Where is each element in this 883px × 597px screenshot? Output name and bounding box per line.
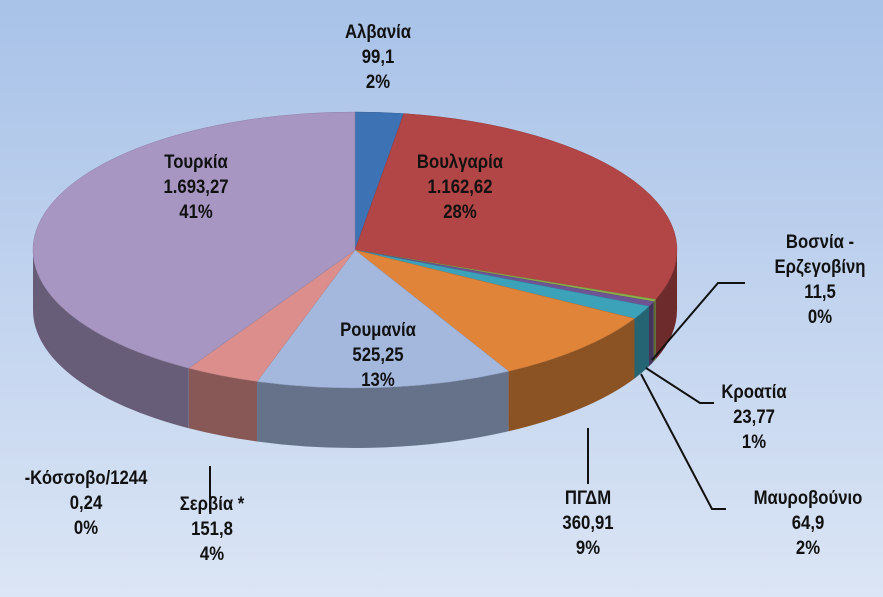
data-label: Τουρκία 1.693,27 41%	[163, 150, 228, 225]
category-label: -Κόσσοβο/1244	[24, 468, 148, 489]
slice	[354, 249, 636, 432]
percent-label: 41%	[179, 202, 213, 223]
leader-line	[640, 373, 726, 510]
percent-label: 9%	[575, 538, 601, 559]
slice	[354, 113, 678, 360]
data-label: Κροατία 23,77 1%	[721, 380, 786, 455]
value-label: 0,24	[69, 493, 103, 514]
slice	[32, 111, 356, 429]
value-label: 360,91	[562, 513, 614, 534]
slice-top	[256, 249, 510, 389]
leader-line	[645, 367, 714, 404]
leader-line	[651, 282, 745, 361]
slice	[256, 249, 510, 448]
slice-top	[32, 111, 356, 369]
slice	[188, 249, 356, 442]
value-label: 1.693,27	[163, 177, 229, 198]
slice	[354, 249, 650, 379]
value-label: 99,1	[361, 47, 395, 68]
slice-side	[508, 318, 635, 432]
category-label: Βουλγαρία	[416, 152, 504, 173]
slice-top	[354, 249, 636, 372]
data-label: Ρουμανία 525,25 13%	[340, 318, 416, 393]
slice-side	[653, 299, 656, 362]
data-label: Βοσνία - Ερζεγοβίνη 11,5 0%	[758, 230, 881, 330]
percent-label: 28%	[443, 202, 477, 223]
data-label: -Κόσσοβο/1244 0,24 0%	[25, 466, 148, 541]
category-label: Ρουμανία	[340, 320, 416, 341]
slice-side	[257, 371, 509, 448]
percent-label: 0%	[73, 518, 99, 539]
percent-label: 4%	[199, 544, 225, 565]
category-label: ΠΓΔΜ	[564, 488, 612, 509]
value-label: 64,9	[791, 513, 825, 534]
percent-label: 1%	[741, 432, 767, 453]
percent-label: 2%	[365, 72, 391, 93]
percent-label: 13%	[361, 370, 395, 391]
data-label: Βουλγαρία 1.162,62 28%	[417, 150, 503, 225]
value-label: 23,77	[733, 407, 775, 428]
slice-side	[188, 368, 258, 442]
value-label: 1.162,62	[427, 177, 493, 198]
category-label: Αλβανία	[344, 22, 412, 43]
percent-label: 0%	[807, 307, 833, 328]
slice-side	[649, 301, 654, 367]
category-label: Μαυροβούνιο	[753, 488, 863, 509]
data-label: Σερβία * 151,8 4%	[180, 492, 245, 567]
category-label: Βοσνία - Ερζεγοβίνη	[774, 232, 866, 278]
slice-side	[634, 306, 650, 379]
data-label: ΠΓΔΜ 360,91 9%	[562, 486, 613, 561]
slice-side	[655, 250, 677, 360]
value-label: 151,8	[191, 519, 233, 540]
category-label: Τουρκία	[164, 152, 228, 173]
category-label: Σερβία *	[179, 494, 245, 515]
slice-top	[354, 113, 678, 300]
value-label: 11,5	[804, 282, 836, 303]
data-label: Αλβανία 99,1 2%	[345, 20, 411, 95]
slice-side	[33, 250, 189, 429]
percent-label: 2%	[795, 538, 821, 559]
data-label: Μαυροβούνιο 64,9 2%	[754, 486, 863, 561]
value-label: 525,25	[352, 345, 404, 366]
category-label: Κροατία	[721, 382, 787, 403]
